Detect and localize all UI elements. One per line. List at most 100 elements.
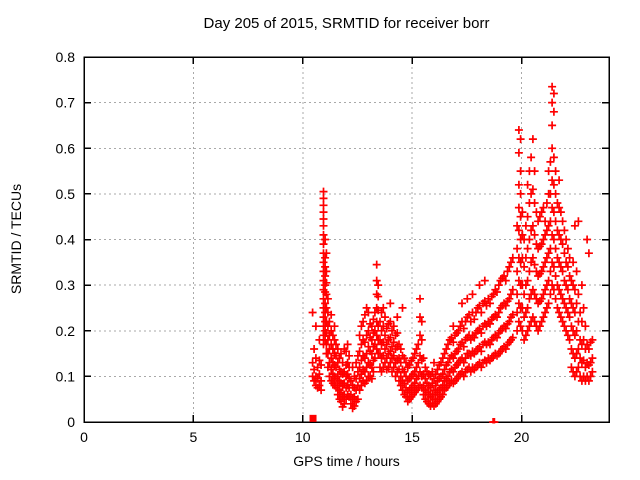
scatter-point	[359, 317, 368, 326]
scatter-point	[393, 329, 402, 337]
scatter-point	[560, 322, 569, 331]
y-tick-labels: 0 0.1 0.2 0.3 0.4 0.5 0.6 0.7 0.8	[56, 49, 76, 430]
scatter-point	[412, 363, 421, 372]
y-tick-label: 0.5	[56, 186, 76, 202]
scatter-point	[367, 374, 376, 383]
scatter-point	[553, 253, 562, 262]
scatter-point	[579, 303, 588, 312]
scatter-point	[459, 372, 468, 381]
scatter-point	[321, 262, 330, 271]
scatter-point	[523, 276, 532, 285]
scatter-point	[549, 107, 558, 116]
scatter-point	[372, 276, 381, 285]
scatter-point	[330, 322, 339, 331]
scatter-point	[386, 333, 395, 342]
scatter-point	[588, 335, 597, 344]
scatter-point	[544, 299, 553, 308]
scatter-point	[379, 303, 388, 312]
scatter-point	[549, 153, 558, 162]
scatter-point	[315, 356, 324, 365]
scatter-point	[576, 308, 585, 317]
scatter-point	[438, 370, 447, 379]
scatter-point	[507, 258, 515, 267]
scatter-point	[319, 313, 328, 322]
scatter-point	[542, 226, 551, 235]
scatter-point	[319, 215, 328, 223]
scatter-point	[442, 345, 451, 353]
scatter-point	[505, 294, 514, 303]
scatter-point	[514, 226, 523, 235]
scatter-point	[565, 253, 574, 262]
scatter-point	[530, 199, 539, 207]
scatter-point	[362, 303, 371, 312]
scatter-point	[461, 354, 470, 363]
scatter-point	[396, 345, 405, 353]
scatter-point	[555, 230, 564, 239]
scatter-point	[528, 185, 537, 194]
scatter-point	[551, 167, 560, 176]
scatter-point	[530, 260, 539, 269]
scatter-point	[416, 294, 424, 303]
scatter-point	[539, 262, 548, 271]
scatter-point	[421, 374, 430, 383]
y-tick-label: 0	[67, 414, 75, 430]
scatter-point	[493, 333, 501, 342]
scatter-point	[449, 367, 458, 376]
scatter-point	[521, 331, 530, 340]
scatter-point	[342, 347, 351, 356]
scatter-point	[328, 331, 337, 340]
scatter-point	[393, 313, 402, 322]
scatter-point	[525, 322, 534, 331]
scatter-point	[468, 290, 477, 299]
scatter-point	[586, 358, 595, 367]
scatter-point	[321, 253, 330, 262]
scatter-point	[548, 203, 557, 212]
scatter-point	[516, 258, 525, 267]
x-tick-label: 0	[80, 429, 88, 445]
scatter-point	[539, 313, 548, 322]
scatter-point	[544, 221, 553, 230]
scatter-point	[494, 308, 503, 317]
scatter-point	[555, 176, 564, 185]
scatter-point	[388, 326, 396, 335]
scatter-point	[332, 340, 340, 349]
scatter-point	[330, 335, 339, 344]
scatter-point	[546, 290, 555, 299]
scatter-point	[321, 235, 330, 244]
scatter-point	[570, 221, 579, 230]
scatter-point	[321, 272, 330, 280]
x-tick-label: 15	[404, 429, 420, 445]
scatter-point	[327, 354, 336, 363]
scatter-point	[421, 363, 430, 372]
scatter-point	[518, 230, 527, 239]
scatter-point	[549, 262, 558, 271]
scatter-point	[410, 379, 419, 388]
x-tick-labels: 0 5 10 15 20	[80, 429, 529, 445]
scatter-point	[541, 258, 550, 267]
scatter-point	[440, 365, 449, 374]
scatter-point	[372, 260, 381, 269]
scatter-point	[523, 326, 532, 335]
scatter-point	[558, 294, 567, 303]
scatter-point	[389, 351, 398, 360]
scatter-point	[562, 326, 571, 335]
scatter-point	[513, 244, 522, 253]
scatter-point	[377, 308, 386, 317]
scatter-point	[514, 148, 523, 157]
scatter-point	[563, 262, 572, 271]
scatter-point	[534, 326, 543, 335]
scatter-point	[572, 267, 581, 276]
scatter-point	[569, 258, 578, 267]
scatter-point	[514, 317, 523, 326]
scatter-point	[508, 333, 517, 342]
scatter-point	[343, 370, 352, 379]
scatter-point	[362, 376, 371, 385]
scatter-point	[355, 347, 364, 356]
scatter-point	[493, 313, 501, 322]
scatter-point	[551, 294, 560, 303]
scatter-point	[541, 308, 550, 317]
scatter-point	[470, 315, 479, 324]
scatter-point	[541, 285, 550, 294]
scatter-point	[477, 329, 486, 337]
